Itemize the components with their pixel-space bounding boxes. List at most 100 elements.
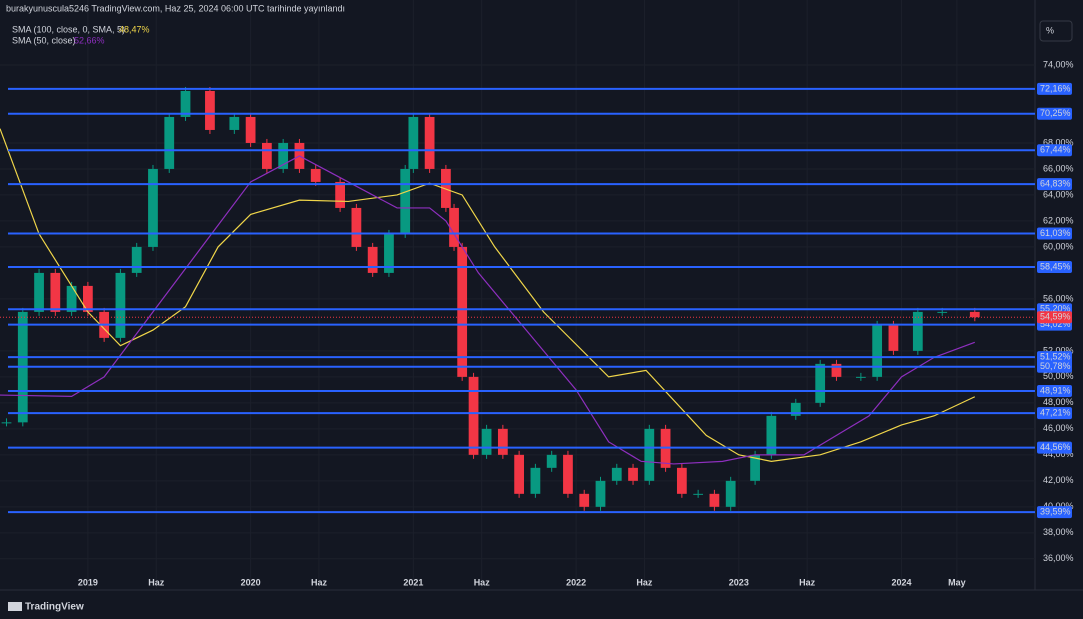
candle [148,168,158,247]
level-label: 47,21% [1040,408,1071,418]
legend-sma50-value: 52,66% [74,35,105,45]
candle [441,168,451,208]
candle [115,272,126,338]
level-tag [1037,360,1072,373]
y-tick-label: 38,00% [1043,527,1074,537]
legend-sma50: SMA (50, close) [12,35,76,45]
level-tag [1037,178,1072,191]
sma-line [0,128,976,462]
candle [424,116,435,169]
level-label: 50,78% [1040,361,1071,371]
candle [888,324,899,351]
candle [750,454,760,481]
candle [50,272,61,312]
candle [351,207,362,247]
level-tag [1037,441,1072,454]
y-tick-label: 64,00% [1043,189,1074,199]
y-tick-label: 56,00% [1043,293,1074,303]
candle [66,285,77,312]
y-tick-label: 62,00% [1043,215,1074,225]
y-tick-label: 50,00% [1043,371,1074,381]
x-tick-label: 2020 [241,577,261,587]
level-label: 67,44% [1040,145,1071,155]
candle [457,246,468,377]
candle [262,142,272,169]
candle [676,467,687,494]
x-tick-label: May [948,577,966,587]
level-label: 72,16% [1040,83,1071,93]
candle [831,363,842,377]
unit-button-label[interactable]: % [1046,25,1054,35]
y-tick-label: 52,00% [1043,345,1074,355]
candle [912,311,923,351]
unit-button[interactable] [1039,20,1073,42]
level-tag [1037,351,1072,364]
y-tick-label: 48,00% [1043,397,1074,407]
candle [595,480,606,507]
candle [449,207,459,247]
candle [335,181,345,208]
candle [164,116,175,169]
level-label: 70,25% [1040,108,1071,118]
x-tick-label: Haz [636,577,653,587]
candle [693,493,704,495]
x-tick-label: 2024 [892,577,912,587]
level-label: 44,56% [1040,442,1071,452]
candle [497,428,508,455]
level-tag [1037,144,1072,157]
candle [855,376,866,378]
level-tag [1037,385,1072,398]
x-tick-label: 2021 [403,577,423,587]
byline: burakyunuscula5246 TradingView.com, Haz … [6,3,345,13]
x-tick-label: Haz [148,577,165,587]
candle [644,428,655,481]
candle [82,285,93,312]
x-tick-label: Haz [799,577,816,587]
y-tick-label: 66,00% [1043,163,1074,173]
y-tick-label: 46,00% [1043,423,1074,433]
y-tick-label: 44,00% [1043,449,1074,459]
level-label: 54,02% [1040,319,1071,329]
candle [766,415,777,455]
level-label: 48,91% [1040,385,1071,395]
candle [34,272,44,312]
candle [205,90,215,130]
candle [709,493,720,507]
candle [408,116,419,169]
y-tick-label: 36,00% [1043,553,1074,563]
candle [872,324,883,377]
y-tick-label: 74,00% [1043,59,1074,69]
candle [367,246,378,273]
level-tag [1037,407,1072,420]
candle [278,142,289,169]
candle [131,246,142,273]
level-label: 39,59% [1040,507,1071,517]
legend-sma100: SMA (100, close, 0, SMA, 5) [12,24,125,34]
candle [384,233,394,273]
level-tag [1037,227,1072,240]
current-label: 54,59% [1040,312,1071,322]
level-label: 61,03% [1040,228,1071,238]
candle [579,493,590,507]
level-tag [1037,506,1072,519]
level-tag [1037,261,1072,274]
level-tag [1037,107,1072,120]
logo: TradingView [25,602,84,613]
candle [969,311,980,318]
candle [611,467,622,481]
level-label: 58,45% [1040,261,1071,271]
x-tick-label: Haz [311,577,328,587]
y-tick-label: 42,00% [1043,475,1074,485]
candle [1,422,12,424]
x-tick-label: Haz [474,577,491,587]
level-label: 64,83% [1040,179,1071,189]
candle [229,116,240,130]
x-tick-label: 2022 [566,577,586,587]
level-label: 55,20% [1040,304,1071,314]
candle [546,454,557,468]
candle [245,116,256,143]
sma-line [0,155,975,465]
x-tick-label: 2019 [78,577,98,587]
candle [310,168,321,182]
